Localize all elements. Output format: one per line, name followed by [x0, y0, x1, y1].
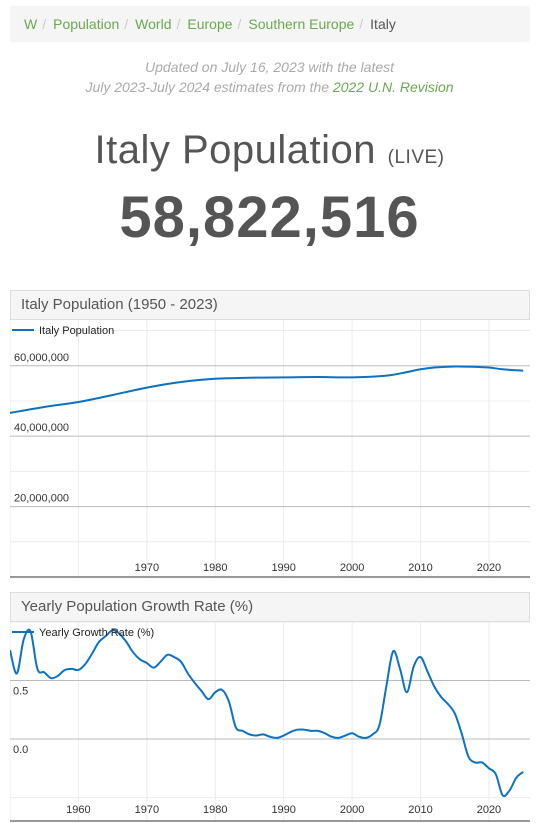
- updated-line-2: July 2023-July 2024 estimates from the 2…: [0, 77, 539, 97]
- updated-line-1: Updated on July 16, 2023 with the latest: [144, 59, 395, 75]
- x-tick-label: 1970: [135, 562, 159, 574]
- x-tick-label: 2020: [477, 562, 501, 574]
- growth-chart: 0.0 0.5 1960 1970 1980 1990 2000 2010 2020 Yearly…: [10, 622, 530, 822]
- x-tick-label: 1980: [203, 562, 227, 574]
- x-tick-label: 1960: [66, 804, 90, 816]
- population-counter: 58,822,516: [119, 185, 420, 250]
- population-chart-title: Italy Population (1950 - 2023): [10, 290, 530, 320]
- page-title: Italy Population (LIVE): [0, 128, 539, 173]
- y-tick-label: 20,000,000: [14, 493, 69, 505]
- x-tick-label: 2010: [408, 562, 432, 574]
- y-tick-label: 0.5: [13, 686, 28, 698]
- series-line: [10, 628, 524, 798]
- breadcrumb-separator: /: [42, 16, 47, 32]
- y-tick-label: 40,000,000: [14, 422, 69, 434]
- legend-label: Italy Population: [39, 325, 114, 337]
- x-tick-label: 1990: [271, 804, 295, 816]
- x-tick-label: 2010: [408, 804, 432, 816]
- updated-prefix: July 2023-July 2024 estimates from the: [85, 79, 330, 95]
- breadcrumb-current: Italy: [370, 16, 396, 32]
- breadcrumb-southern-europe[interactable]: Southern Europe: [248, 16, 355, 32]
- un-revision-link[interactable]: 2022 U.N. Revision: [332, 79, 454, 95]
- legend-label: Yearly Growth Rate (%): [39, 627, 154, 639]
- breadcrumb-home[interactable]: W: [24, 16, 38, 32]
- breadcrumb-separator: /: [124, 16, 129, 32]
- y-tick-label: 60,000,000: [14, 352, 69, 364]
- breadcrumb-population[interactable]: Population: [53, 16, 120, 32]
- breadcrumb-world[interactable]: World: [135, 16, 172, 32]
- breadcrumb-separator: /: [237, 16, 242, 32]
- breadcrumb-separator: /: [176, 16, 181, 32]
- x-tick-label: 1970: [135, 804, 159, 816]
- x-tick-label: 1990: [271, 562, 295, 574]
- growth-chart-title: Yearly Population Growth Rate (%): [10, 592, 530, 622]
- x-tick-label: 2020: [477, 804, 501, 816]
- x-tick-label: 2000: [340, 562, 364, 574]
- series-line: [10, 365, 524, 414]
- live-label: (LIVE): [387, 147, 445, 168]
- x-tick-label: 2000: [340, 804, 364, 816]
- y-tick-label: 0.0: [13, 744, 28, 756]
- breadcrumb: W / Population / World / Europe / Southern E…: [10, 6, 530, 42]
- x-tick-label: 1980: [203, 804, 227, 816]
- population-chart: 20,000,000 40,000,000 60,000,000 1970 1980 19…: [10, 320, 530, 578]
- breadcrumb-europe[interactable]: Europe: [187, 16, 233, 32]
- breadcrumb-separator: /: [359, 16, 364, 32]
- page-title-text: Italy Population: [94, 128, 377, 172]
